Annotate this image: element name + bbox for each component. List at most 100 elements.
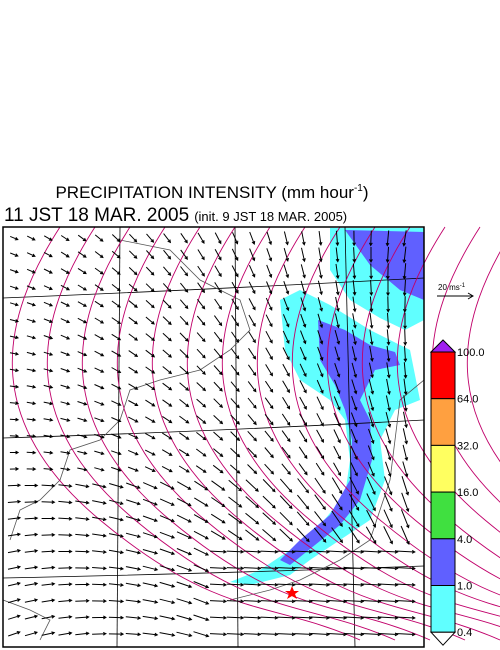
wind-vector [315, 462, 325, 476]
wind-vector [60, 384, 71, 389]
wind-vector [127, 466, 139, 472]
wind-vector [9, 285, 19, 290]
wind-vector [248, 314, 256, 327]
wind-vector [162, 332, 172, 342]
wind-vector [94, 450, 105, 455]
wind-vector [75, 582, 90, 587]
wind-vector [260, 632, 279, 637]
wind-vector [58, 598, 73, 603]
wind-vector [294, 582, 313, 587]
latitude-line [2, 419, 425, 439]
title-text: PRECIPITATION INTENSITY (mm hour [55, 183, 354, 202]
wind-vector [386, 345, 391, 363]
wind-vector [282, 330, 290, 345]
wind-vector [24, 516, 39, 521]
wind-vector [162, 382, 173, 391]
wind-vector [142, 549, 159, 555]
wind-vector [264, 430, 274, 442]
wind-vector [300, 313, 307, 328]
latitude-line [2, 277, 425, 299]
wind-vector [60, 351, 71, 356]
wind-vector [176, 564, 193, 572]
wind-vector [60, 318, 71, 324]
wind-vector [111, 267, 121, 275]
wind-vector [92, 483, 107, 489]
wind-vector [283, 297, 290, 312]
wind-vector [260, 582, 279, 587]
wind-vector [335, 247, 340, 263]
wind-vector [127, 449, 139, 456]
wind-scale-sup: -1 [460, 283, 466, 289]
wind-vector [277, 599, 296, 604]
wind-vector [334, 346, 341, 362]
wind-vector [111, 350, 122, 357]
wind-vector [383, 509, 393, 529]
wind-vector [197, 282, 205, 294]
wind-vector [317, 330, 324, 345]
wind-vector [403, 329, 408, 346]
wind-vector [386, 312, 391, 330]
wind-vector [193, 581, 210, 589]
wind-vector [315, 446, 325, 460]
wind-vector [401, 476, 410, 496]
wind-vector [176, 631, 193, 638]
wind-vector [145, 283, 155, 293]
wind-vector [383, 492, 393, 512]
wind-vector [26, 335, 37, 340]
wind-vector [395, 566, 416, 571]
wind-vector [386, 279, 390, 297]
wind-vector [299, 347, 307, 361]
wind-vector [125, 632, 142, 637]
wind-vector [108, 632, 125, 636]
wind-vector [350, 445, 358, 461]
wind-vector [385, 428, 392, 445]
wind-vector [180, 233, 188, 244]
wind-vector [128, 383, 139, 390]
wind-vector [128, 433, 139, 439]
wind-vector [24, 549, 39, 553]
wind-vector [60, 467, 71, 472]
wind-scale-arrow [437, 292, 474, 300]
wind-vector [317, 346, 324, 362]
wind-vector [369, 263, 374, 280]
wind-vector [283, 231, 289, 246]
wind-vector [193, 547, 210, 556]
colorbar-label: 100.0 [457, 347, 485, 359]
wind-vector [26, 467, 37, 471]
wind-vector [24, 565, 39, 570]
wind-vector [230, 398, 240, 409]
wind-vector [24, 598, 39, 603]
colorbar: 100.0 64.0 32.0 16.0 4.0 1.0 0.4 [429, 339, 485, 646]
wind-vector [403, 312, 407, 330]
wind-vector [142, 498, 158, 506]
wind-vector [8, 631, 21, 637]
wind-vector [247, 364, 257, 377]
colorbar-segment [430, 398, 456, 446]
wind-vector [368, 379, 375, 395]
wind-vector [228, 479, 243, 492]
wind-vector [180, 282, 189, 293]
wind-vector [348, 510, 360, 528]
wind-vector [129, 233, 138, 243]
wind-vector [43, 450, 54, 455]
wind-vector [316, 396, 324, 411]
wind-vector [128, 416, 139, 423]
wind-vector [385, 445, 392, 461]
wind-vector [281, 430, 291, 443]
wind-vector [310, 599, 331, 604]
wind-vector [60, 235, 70, 242]
wind-vector [196, 332, 206, 343]
wind-vector [351, 346, 357, 362]
wind-vector [111, 433, 122, 439]
wind-vector [75, 566, 90, 570]
wind-vector [196, 315, 206, 326]
colorbar-segment [430, 585, 456, 633]
contour [466, 251, 500, 463]
wind-vector [24, 532, 39, 537]
wind-vector [60, 334, 71, 340]
wind-vector [163, 233, 172, 244]
wind-vector [283, 264, 290, 279]
wind-vector [128, 350, 139, 357]
wind-vector [94, 384, 105, 390]
wind-vector [197, 298, 206, 310]
